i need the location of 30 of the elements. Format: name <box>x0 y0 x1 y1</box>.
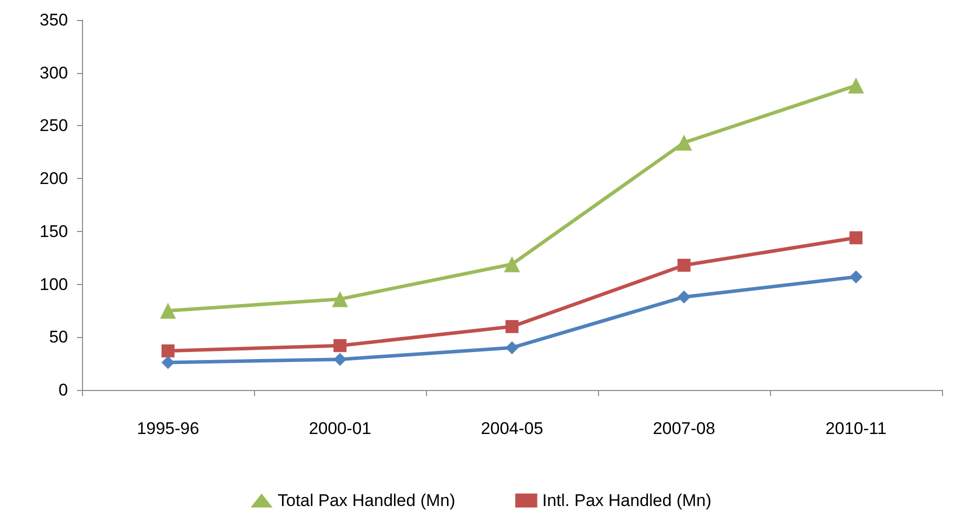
point <box>162 356 174 370</box>
point <box>334 352 346 366</box>
point <box>678 258 690 272</box>
x-tick-label: 2007-08 <box>652 419 716 438</box>
point <box>504 256 520 272</box>
y-tick-label: 0 <box>58 380 68 400</box>
x-tick-label: 2010-11 <box>825 419 887 438</box>
y-tick-label: 100 <box>40 274 68 294</box>
point <box>506 341 518 354</box>
point <box>850 231 862 244</box>
legend-label: Total Pax Handled (Mn) <box>278 491 456 510</box>
y-tick-label: 150 <box>40 222 68 241</box>
point <box>160 302 176 319</box>
point <box>848 78 864 94</box>
legend-label: Intl. Pax Handled (Mn) <box>542 491 712 510</box>
point <box>676 134 692 151</box>
point <box>334 339 346 352</box>
y-tick-label: 350 <box>40 10 68 30</box>
y-tick-label: 50 <box>49 328 68 347</box>
point <box>506 320 518 334</box>
x-tick-label: 1995-96 <box>136 419 200 438</box>
point <box>678 290 690 304</box>
y-tick-label: 300 <box>40 63 68 82</box>
y-tick-label: 200 <box>40 169 68 188</box>
y-tick-label: 250 <box>40 116 68 136</box>
x-tick-label: 2004-05 <box>480 419 544 438</box>
point <box>850 270 862 284</box>
point <box>162 344 174 358</box>
x-tick-label: 2000-01 <box>308 419 372 438</box>
point <box>332 291 348 308</box>
